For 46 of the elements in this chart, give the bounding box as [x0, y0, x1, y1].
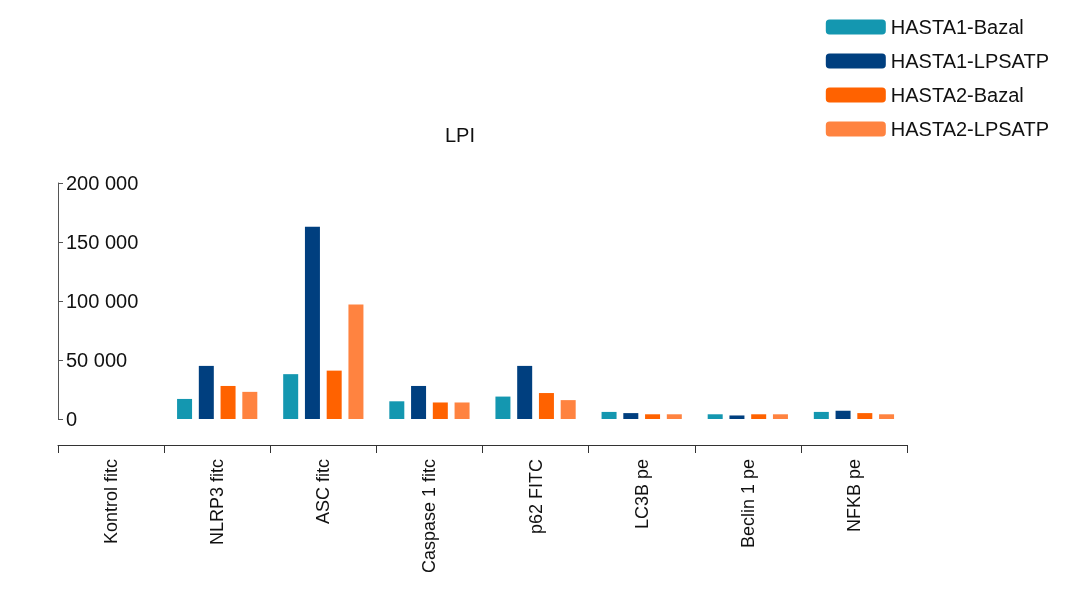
bar: [645, 414, 661, 419]
bar: [432, 402, 448, 419]
bar: [857, 413, 873, 419]
y-tick-label: 150 000: [66, 231, 139, 253]
bar: [454, 402, 470, 419]
legend-label: HASTA1-LPSATP: [890, 50, 1050, 72]
bar: [813, 411, 829, 419]
bar: [560, 400, 576, 419]
bar: [411, 385, 427, 419]
bar: [772, 414, 788, 419]
x-tick-label: NLRP3 fitc: [207, 459, 228, 546]
bar: [538, 393, 554, 419]
bar: [495, 396, 511, 419]
x-tick-label: ASC fitc: [313, 459, 334, 525]
x-tick-label: p62 FITC: [525, 459, 546, 535]
bar: [177, 398, 193, 419]
bar: [326, 370, 342, 419]
bar: [348, 304, 364, 419]
y-tick-label: 0: [66, 408, 78, 430]
x-tick-label: Caspase 1 fitc: [419, 459, 440, 574]
x-tick-label: LC3B pe: [631, 459, 652, 530]
bar: [623, 413, 639, 419]
bar: [751, 414, 767, 419]
x-tick-label: Kontrol fitc: [101, 459, 122, 545]
bar: [517, 365, 533, 419]
legend-label: HASTA2-LPSATP: [890, 118, 1050, 140]
bar: [666, 414, 682, 419]
bar: [242, 391, 258, 419]
bar: [283, 374, 299, 419]
bar: [220, 385, 236, 419]
y-tick-label: 200 000: [66, 172, 139, 194]
bar: [601, 411, 617, 419]
bar: [835, 410, 851, 419]
legend-label: HASTA1-Bazal: [890, 16, 1024, 38]
bar: [879, 414, 895, 419]
x-tick-label: Beclin 1 pe: [737, 459, 758, 549]
bar: [198, 365, 214, 419]
legend-label: HASTA2-Bazal: [890, 84, 1024, 106]
bar: [707, 414, 723, 419]
y-tick-label: 100 000: [66, 290, 139, 312]
x-tick-label: NFKB pe: [843, 459, 864, 533]
bar: [304, 226, 320, 419]
bar: [389, 401, 405, 419]
chart-title: LPI: [444, 124, 476, 146]
bar: [729, 415, 745, 419]
y-tick-label: 50 000: [66, 349, 128, 371]
